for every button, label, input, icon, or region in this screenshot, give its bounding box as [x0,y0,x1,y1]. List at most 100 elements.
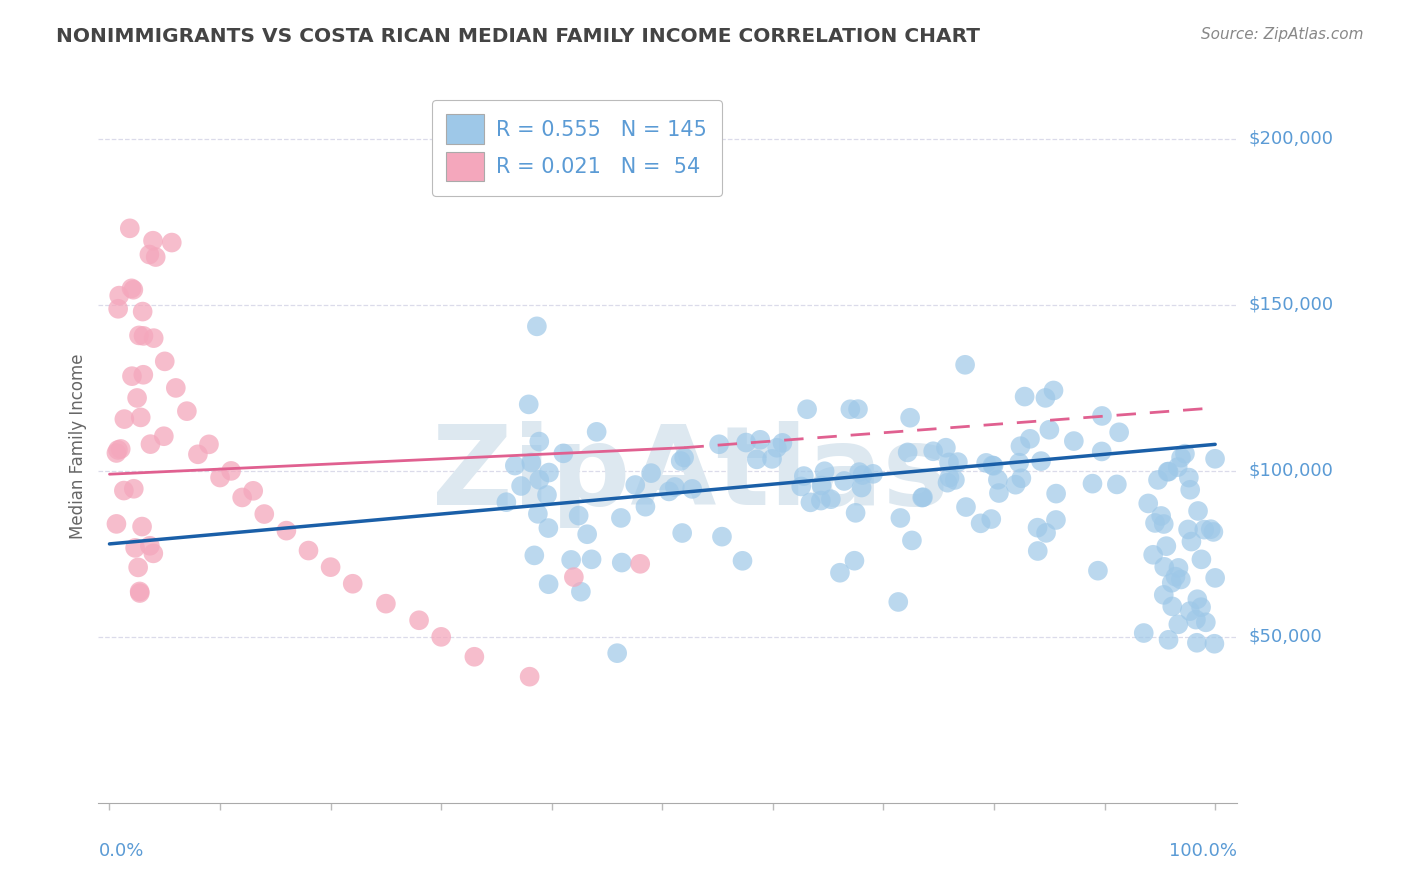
Point [408,613,430,627]
Text: $200,000: $200,000 [1249,130,1333,148]
Point [820,492,842,507]
Point [606,646,628,660]
Point [707,437,730,451]
Point [1170,573,1192,587]
Point [673,450,696,465]
Point [1204,571,1226,585]
Point [897,445,920,459]
Point [562,570,585,584]
Point [128,584,150,599]
Point [132,329,155,343]
Point [796,402,818,417]
Point [839,402,862,417]
Point [790,479,813,493]
Point [132,368,155,382]
Point [519,670,541,684]
Point [139,539,162,553]
Point [1035,525,1057,540]
Point [127,560,149,574]
Point [569,584,592,599]
Point [342,576,364,591]
Point [938,470,960,484]
Point [610,511,633,525]
Point [793,469,815,483]
Point [105,516,128,531]
Point [935,441,957,455]
Point [658,484,681,499]
Point [813,464,835,478]
Point [1161,599,1184,614]
Point [1185,636,1208,650]
Point [209,470,232,484]
Point [1199,522,1222,536]
Point [1010,439,1032,453]
Point [851,468,873,483]
Point [987,473,1010,487]
Point [160,235,183,250]
Point [1150,508,1173,523]
Point [770,435,793,450]
Point [537,521,560,535]
Point [1185,613,1208,627]
Point [1026,544,1049,558]
Point [810,478,832,492]
Point [1195,615,1218,630]
Point [681,482,703,496]
Point [828,566,851,580]
Text: ZipAtlas: ZipAtlas [432,421,949,528]
Point [165,381,187,395]
Y-axis label: Median Family Income: Median Family Income [69,353,87,539]
Point [523,549,546,563]
Point [138,247,160,261]
Point [1178,604,1201,618]
Point [107,442,129,457]
Point [1087,564,1109,578]
Point [628,557,651,571]
Point [1081,476,1104,491]
Point [128,586,150,600]
Point [1038,423,1060,437]
Point [953,358,976,372]
Point [1029,454,1052,468]
Point [640,466,662,480]
Point [1026,521,1049,535]
Point [153,354,176,368]
Point [520,456,543,470]
Point [749,433,772,447]
Point [131,519,153,533]
Point [142,331,165,345]
Point [1177,523,1199,537]
Point [889,511,911,525]
Point [553,446,575,460]
Point [1187,592,1209,607]
Point [131,304,153,318]
Point [1143,516,1166,530]
Point [1170,450,1192,465]
Point [1204,451,1226,466]
Point [463,649,485,664]
Text: 100.0%: 100.0% [1170,842,1237,860]
Point [1174,447,1197,461]
Point [901,533,924,548]
Point [527,507,550,521]
Point [1180,534,1202,549]
Point [517,397,540,411]
Point [1167,561,1189,575]
Text: 0.0%: 0.0% [98,842,143,860]
Point [568,508,591,523]
Point [430,630,453,644]
Point [1167,617,1189,632]
Point [242,483,264,498]
Point [374,597,396,611]
Point [537,466,560,480]
Point [911,491,934,505]
Point [1035,391,1057,405]
Point [145,250,167,264]
Point [731,554,754,568]
Point [1160,575,1182,590]
Point [585,425,607,439]
Point [1156,539,1178,553]
Point [761,451,783,466]
Point [671,526,693,541]
Point [710,530,733,544]
